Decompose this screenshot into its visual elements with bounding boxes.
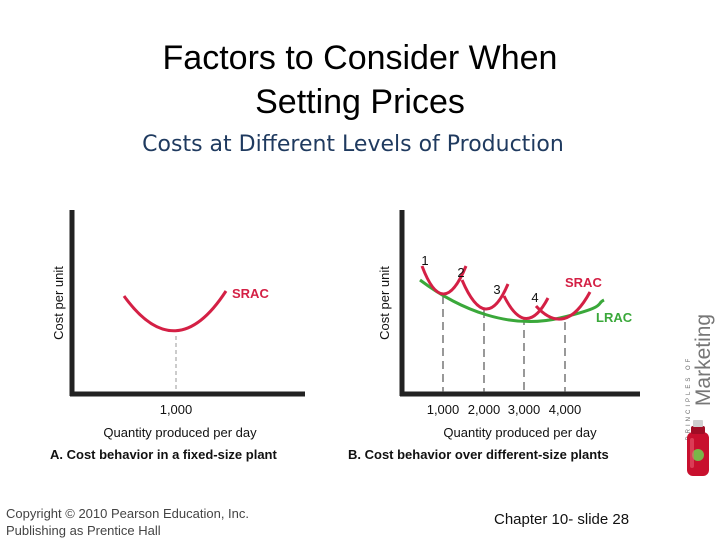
chart-b-srac-curve-1: [420, 265, 468, 296]
chart-a-tick-1000: 1,000: [160, 402, 193, 417]
chart-a-srac-label: SRAC: [232, 286, 269, 301]
brand-big-text: Marketing: [692, 314, 715, 406]
chart-a-title: A. Cost behavior in a fixed-size plant: [50, 447, 277, 462]
chart-b-lrac-curve: [419, 278, 605, 323]
chart-b: Cost per unit 1 2 3 4 SRAC LRAC 1,000 2,…: [348, 210, 640, 462]
chart-b-tick-3000: 3,000: [508, 402, 541, 417]
chart-b-lrac-label: LRAC: [596, 310, 633, 325]
chart-a-srac-curve: [122, 290, 228, 333]
chart-b-plant-label-3: 3: [493, 282, 500, 297]
chart-b-tick-1000: 1,000: [427, 402, 460, 417]
chart-b-tick-4000: 4,000: [549, 402, 582, 417]
copyright-line-1: Copyright © 2010 Pearson Education, Inc.: [6, 506, 250, 521]
marketing-brand-logo: PRINCIPLES OF Marketing: [686, 314, 715, 476]
chart-b-plant-label-2: 2: [457, 265, 464, 280]
copyright-notice: Copyright © 2010 Pearson Education, Inc.…: [6, 505, 306, 539]
chart-b-plant-label-1: 1: [421, 253, 428, 268]
title-line-1: Factors to Consider When: [162, 39, 558, 77]
chart-b-srac-curve-3: [502, 295, 550, 320]
title-line-2: Setting Prices: [255, 83, 465, 121]
chart-b-plant-label-4: 4: [531, 290, 538, 305]
brand-small-text: PRINCIPLES OF: [686, 356, 692, 441]
page-title: Factors to Consider When Setting Prices: [60, 36, 660, 124]
chart-b-srac-curve-4: [534, 291, 592, 321]
chart-a-ylabel: Cost per unit: [51, 266, 66, 340]
chart-b-title: B. Cost behavior over different-size pla…: [348, 447, 609, 462]
bottle-illustration: [687, 420, 709, 476]
slide-number: Chapter 10- slide 28: [494, 511, 630, 528]
chart-b-tick-2000: 2,000: [468, 402, 501, 417]
chart-b-xlabel: Quantity produced per day: [443, 425, 597, 440]
chart-a-xlabel: Quantity produced per day: [103, 425, 257, 440]
chart-b-ylabel: Cost per unit: [377, 266, 392, 340]
chart-b-srac-label: SRAC: [565, 275, 602, 290]
page-subtitle: Costs at Different Levels of Production: [142, 132, 564, 157]
chart-a: Cost per unit SRAC 1,000 Quantity produc…: [50, 210, 305, 462]
copyright-line-2: Publishing as Prentice Hall: [6, 523, 161, 538]
chart-b-srac-curve-2: [460, 279, 510, 311]
